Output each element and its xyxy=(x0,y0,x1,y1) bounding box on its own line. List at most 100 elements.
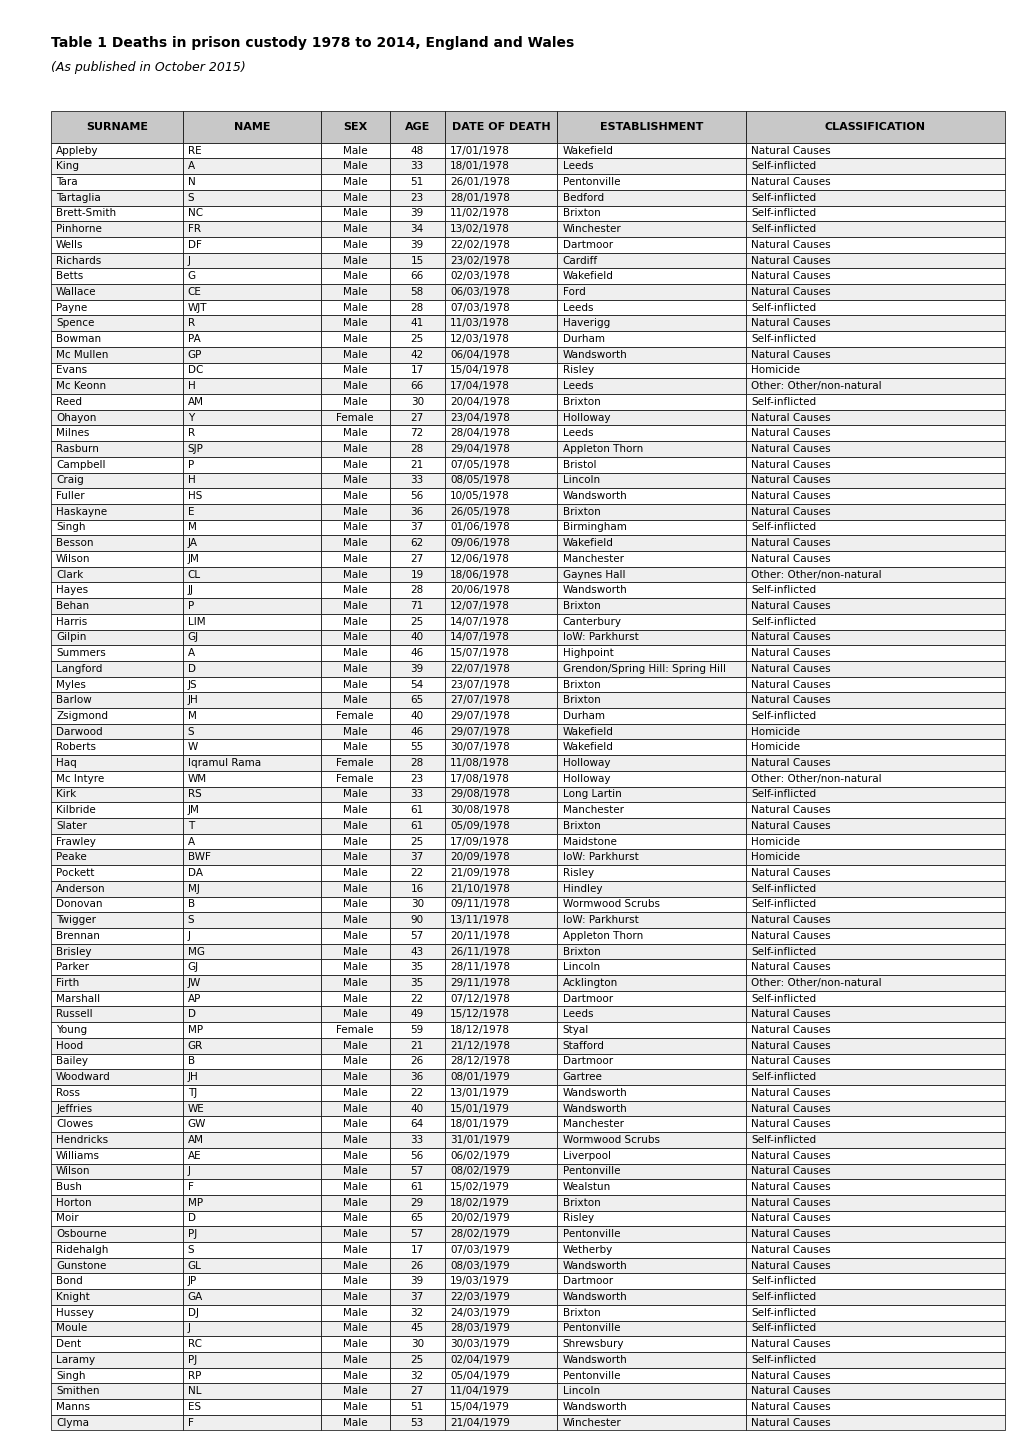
Text: Wandsworth: Wandsworth xyxy=(561,492,627,500)
Text: Pentonville: Pentonville xyxy=(561,1370,620,1380)
Text: Natural Causes: Natural Causes xyxy=(751,758,830,769)
Text: 27/07/1978: 27/07/1978 xyxy=(449,695,510,705)
Bar xyxy=(182,425,321,441)
Bar xyxy=(746,1038,1004,1054)
Bar xyxy=(51,441,182,457)
Text: Homicide: Homicide xyxy=(751,365,800,375)
Bar xyxy=(746,159,1004,174)
Bar xyxy=(444,897,556,913)
Bar xyxy=(556,332,746,348)
Text: Wakefield: Wakefield xyxy=(561,538,612,548)
Bar xyxy=(182,724,321,740)
Bar xyxy=(556,943,746,959)
Text: Male: Male xyxy=(342,601,367,611)
Text: Self-inflicted: Self-inflicted xyxy=(751,585,815,596)
Text: Natural Causes: Natural Causes xyxy=(751,1009,830,1019)
Bar xyxy=(556,284,746,300)
Text: 42: 42 xyxy=(411,350,424,359)
Text: Singh: Singh xyxy=(56,522,86,532)
Text: 08/03/1979: 08/03/1979 xyxy=(449,1260,510,1270)
Text: 12/03/1978: 12/03/1978 xyxy=(449,335,510,345)
Bar xyxy=(182,268,321,284)
Text: Male: Male xyxy=(342,900,367,910)
Text: HS: HS xyxy=(187,492,202,500)
Text: Natural Causes: Natural Causes xyxy=(751,1214,830,1223)
Text: Bond: Bond xyxy=(56,1276,83,1286)
Bar xyxy=(321,1007,389,1022)
Text: 34: 34 xyxy=(411,224,424,234)
Bar xyxy=(556,740,746,756)
Bar xyxy=(389,1007,444,1022)
Text: 07/03/1978: 07/03/1978 xyxy=(449,303,510,313)
Text: RS: RS xyxy=(187,789,202,799)
Text: Male: Male xyxy=(342,522,367,532)
Text: Leeds: Leeds xyxy=(561,303,592,313)
Text: Self-inflicted: Self-inflicted xyxy=(751,397,815,407)
Bar xyxy=(556,348,746,362)
Bar xyxy=(389,598,444,614)
Text: JH: JH xyxy=(187,1073,199,1082)
Text: Natural Causes: Natural Causes xyxy=(751,1182,830,1193)
Text: NL: NL xyxy=(187,1386,201,1396)
Bar xyxy=(444,1100,556,1116)
Text: 46: 46 xyxy=(411,727,424,737)
Text: Ohayon: Ohayon xyxy=(56,412,97,423)
Text: NAME: NAME xyxy=(233,123,270,131)
Bar xyxy=(389,1211,444,1226)
Text: 29/04/1978: 29/04/1978 xyxy=(449,444,510,454)
Text: Male: Male xyxy=(342,1087,367,1097)
Bar xyxy=(556,457,746,473)
Text: 35: 35 xyxy=(411,978,424,988)
Text: 36: 36 xyxy=(411,1073,424,1082)
Text: 58: 58 xyxy=(411,287,424,297)
Bar xyxy=(444,1211,556,1226)
Text: Male: Male xyxy=(342,397,367,407)
Bar xyxy=(444,441,556,457)
Bar xyxy=(51,1132,182,1148)
Text: Homicide: Homicide xyxy=(751,836,800,846)
Text: Natural Causes: Natural Causes xyxy=(751,679,830,689)
Bar xyxy=(556,1022,746,1038)
Text: King: King xyxy=(56,162,79,172)
Text: Moir: Moir xyxy=(56,1214,78,1223)
Text: Anderson: Anderson xyxy=(56,884,106,894)
Bar xyxy=(556,221,746,236)
Text: 06/03/1978: 06/03/1978 xyxy=(449,287,510,297)
Text: 20/11/1978: 20/11/1978 xyxy=(449,930,510,940)
Text: Male: Male xyxy=(342,1103,367,1113)
Bar xyxy=(389,771,444,787)
Text: 23: 23 xyxy=(411,774,424,784)
Text: 08/01/1979: 08/01/1979 xyxy=(449,1073,510,1082)
Bar xyxy=(321,1353,389,1367)
Bar xyxy=(746,1007,1004,1022)
Text: Liverpool: Liverpool xyxy=(561,1151,610,1161)
Text: Wandsworth: Wandsworth xyxy=(561,1260,627,1270)
Bar xyxy=(556,802,746,818)
Text: E: E xyxy=(187,506,194,516)
Text: Brisley: Brisley xyxy=(56,946,92,956)
Text: Pentonville: Pentonville xyxy=(561,177,620,187)
Text: Bowman: Bowman xyxy=(56,335,101,345)
Bar xyxy=(51,111,182,143)
Bar xyxy=(746,943,1004,959)
Text: 08/02/1979: 08/02/1979 xyxy=(449,1167,510,1177)
Text: 61: 61 xyxy=(411,1182,424,1193)
Bar xyxy=(556,1148,746,1164)
Text: Natural Causes: Natural Causes xyxy=(751,962,830,972)
Text: M: M xyxy=(187,711,197,721)
Text: Payne: Payne xyxy=(56,303,88,313)
Bar xyxy=(51,818,182,833)
Text: Brixton: Brixton xyxy=(561,397,599,407)
Text: 02/04/1979: 02/04/1979 xyxy=(449,1355,510,1364)
Text: Brixton: Brixton xyxy=(561,679,599,689)
Text: M: M xyxy=(187,522,197,532)
Bar xyxy=(389,551,444,567)
Bar xyxy=(51,535,182,551)
Bar xyxy=(182,660,321,676)
Bar xyxy=(444,583,556,598)
Text: PJ: PJ xyxy=(187,1229,197,1239)
Bar xyxy=(182,802,321,818)
Text: 17/09/1978: 17/09/1978 xyxy=(449,836,510,846)
Bar xyxy=(182,567,321,583)
Text: 23: 23 xyxy=(411,193,424,203)
